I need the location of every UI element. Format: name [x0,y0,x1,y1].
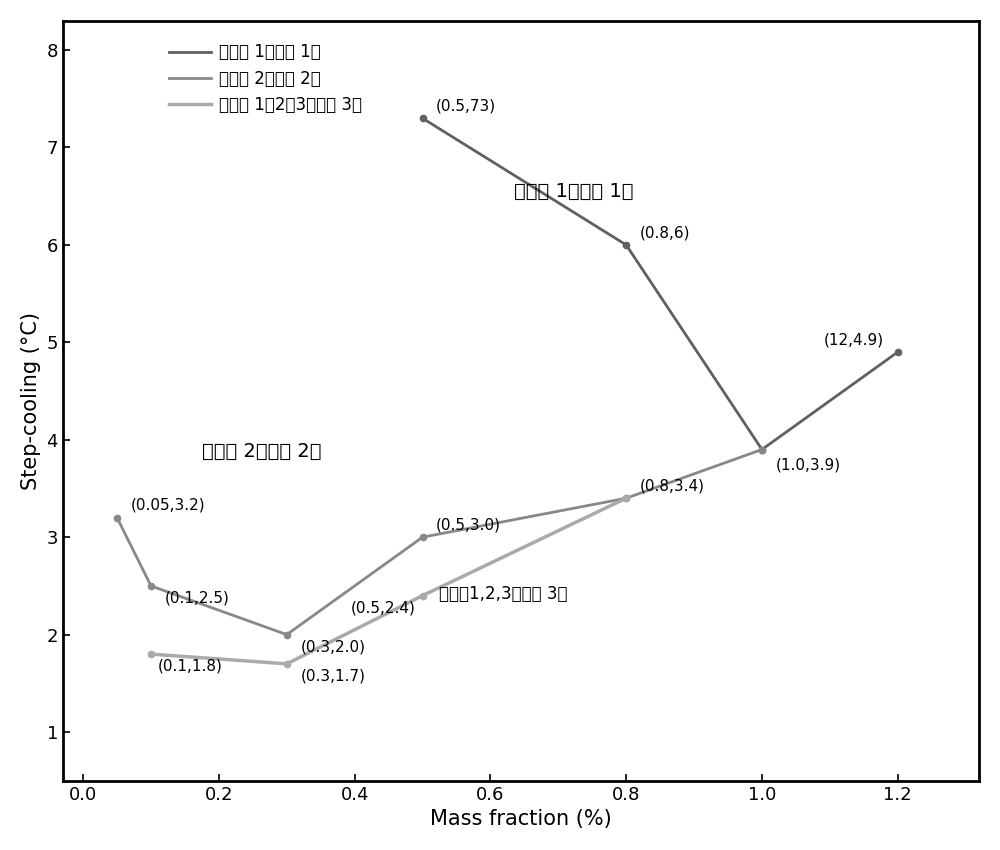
Text: (0.5,2.4): (0.5,2.4) [351,600,416,615]
Text: 对比例 1（线条 1）: 对比例 1（线条 1） [514,182,634,201]
Text: (0.3,2.0): (0.3,2.0) [300,639,365,655]
Text: (0.8,3.4): (0.8,3.4) [640,479,705,493]
Text: (0.05,3.2): (0.05,3.2) [131,498,205,513]
Text: (0.5,73): (0.5,73) [436,99,496,113]
Text: (0.5,3.0): (0.5,3.0) [436,518,501,532]
Text: (0.3,1.7): (0.3,1.7) [300,669,365,683]
Text: (0.8,6): (0.8,6) [640,225,690,240]
Text: (12,4.9): (12,4.9) [824,332,884,347]
Text: (0.1,2.5): (0.1,2.5) [165,591,229,606]
X-axis label: Mass fraction (%): Mass fraction (%) [430,809,612,829]
Y-axis label: Step-cooling (°C): Step-cooling (°C) [21,312,41,490]
Text: (0.1,1.8): (0.1,1.8) [158,659,223,674]
Legend: 对比例 1（线条 1）, 对比例 2（线条 2）, 实施例 1，2，3（线条 3）: 对比例 1（线条 1）, 对比例 2（线条 2）, 实施例 1，2，3（线条 3… [163,37,369,121]
Text: 实施例1,2,3（线条 3）: 实施例1,2,3（线条 3） [439,585,568,603]
Text: 对比例 2（线条 2）: 对比例 2（线条 2） [202,442,321,461]
Text: (1.0,3.9): (1.0,3.9) [776,457,841,473]
